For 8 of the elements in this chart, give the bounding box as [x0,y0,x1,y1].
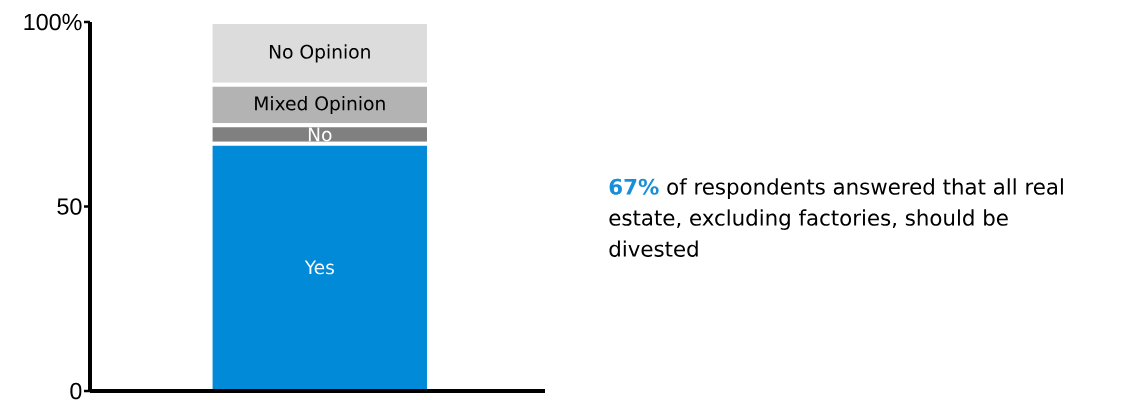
y-tick-label: 50 [57,198,82,215]
y-tick-label: 100% [24,13,82,31]
series-label: No [308,127,332,142]
y-tick-label: 0 [70,382,82,400]
series-label: Mixed Opinion [255,95,385,115]
series-label: No Opinion [269,44,370,63]
text: 67% of respondents answered that all real estate, excluding factories, should be divested [609,178,1063,257]
series-label: Yes [304,260,334,275]
